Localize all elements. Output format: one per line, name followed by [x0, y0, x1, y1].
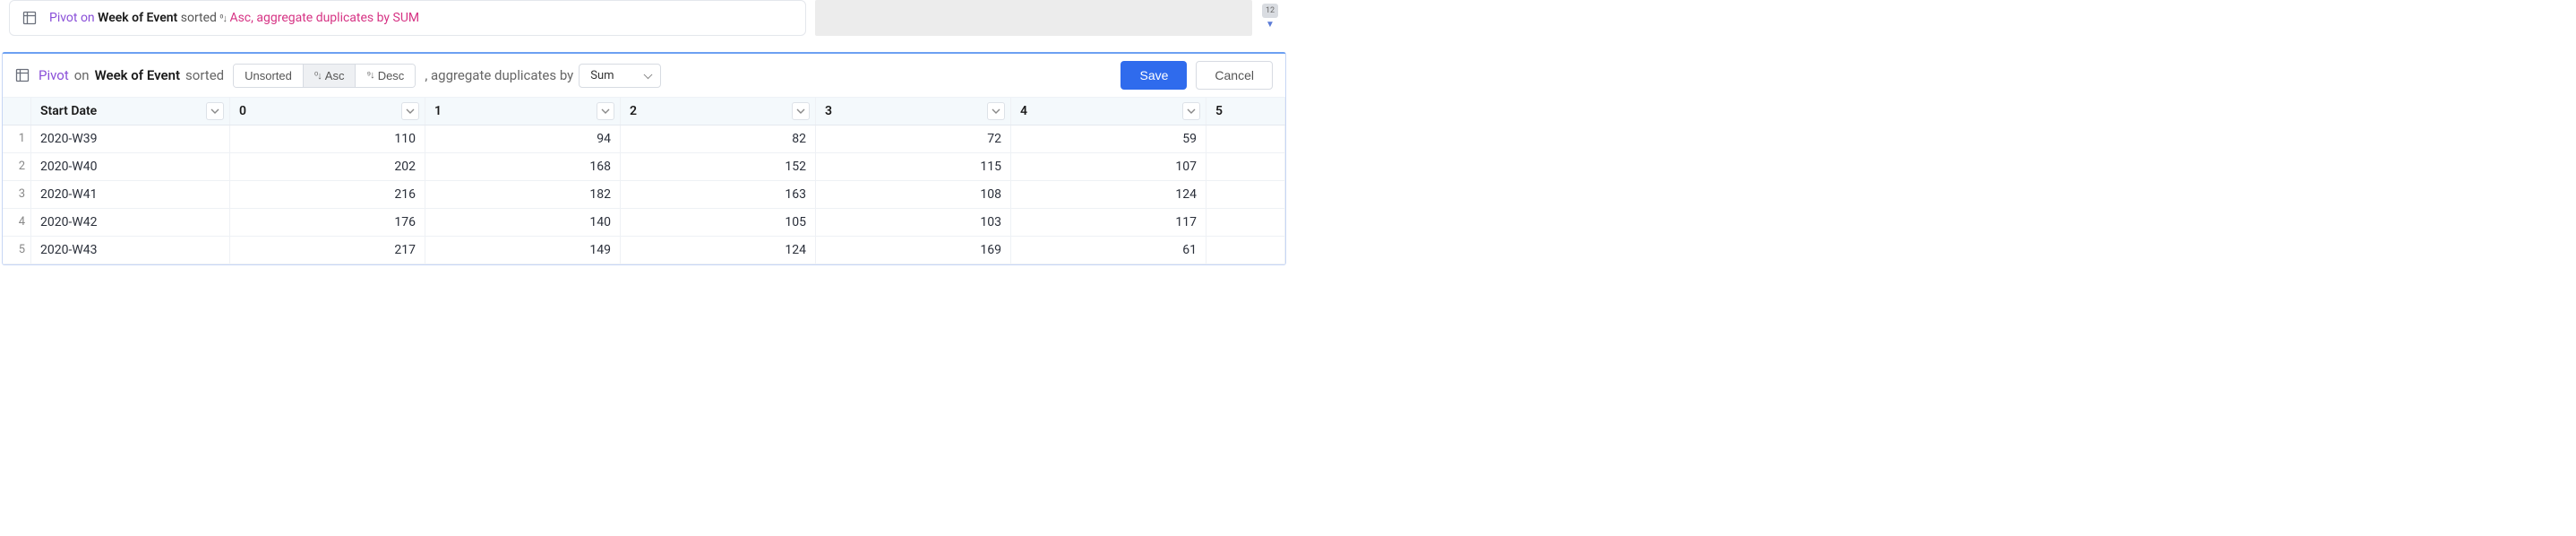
pivot-field-token[interactable]: Week of Event — [95, 67, 180, 83]
sort-asc-icon: ⁰↓ — [219, 13, 227, 24]
pivot-summary-card[interactable]: Pivot on Week of Event sorted ⁰↓ Asc, ag… — [9, 0, 806, 36]
cell-value[interactable]: 124 — [1011, 181, 1206, 208]
cell-value[interactable]: 169 — [816, 237, 1011, 264]
cell-value[interactable]: 217 — [230, 237, 425, 264]
sort-segmented-control: Unsorted ⁰↓ Asc ⁹↓ Desc — [233, 64, 416, 88]
cell-value[interactable]: 149 — [425, 237, 621, 264]
cell-value[interactable]: 115 — [816, 153, 1011, 180]
rownum-cell: 5 — [3, 237, 31, 264]
cell-value[interactable]: 176 — [230, 209, 425, 236]
cell-value[interactable] — [1206, 209, 1285, 236]
count-badge[interactable]: 12 — [1262, 4, 1278, 18]
cancel-button[interactable]: Cancel — [1196, 61, 1273, 90]
cell-value[interactable]: 216 — [230, 181, 425, 208]
col-header-4[interactable]: 4 — [1011, 98, 1206, 125]
sort-asc-icon: ⁰↓ — [314, 70, 322, 82]
cell-start-date[interactable]: 2020-W40 — [31, 153, 230, 180]
rownum-cell: 2 — [3, 153, 31, 180]
cell-value[interactable]: 124 — [621, 237, 816, 264]
rownum-cell: 1 — [3, 125, 31, 152]
preview-placeholder — [815, 0, 1252, 36]
aggregate-label: , aggregate duplicates by — [425, 67, 573, 83]
table-row[interactable]: 42020-W42176140105103117 — [3, 209, 1285, 237]
cell-value[interactable]: 61 — [1011, 237, 1206, 264]
sort-desc-icon: ⁹↓ — [366, 70, 374, 81]
editor-toolbar: Pivot on Week of Event sorted Unsorted ⁰… — [3, 54, 1285, 98]
cell-start-date[interactable]: 2020-W43 — [31, 237, 230, 264]
cell-value[interactable]: 108 — [816, 181, 1011, 208]
chevron-down-icon[interactable] — [206, 102, 224, 120]
aggregate-select[interactable]: Sum — [579, 64, 661, 88]
col-header-1[interactable]: 1 — [425, 98, 621, 125]
sort-unsorted-button[interactable]: Unsorted — [234, 65, 303, 87]
table-row[interactable]: 12020-W3911094827259 — [3, 125, 1285, 153]
cell-value[interactable]: 140 — [425, 209, 621, 236]
cell-value[interactable]: 110 — [230, 125, 425, 152]
cell-value[interactable]: 163 — [621, 181, 816, 208]
cell-value[interactable] — [1206, 125, 1285, 152]
col-header-0[interactable]: 0 — [230, 98, 425, 125]
cell-value[interactable]: 202 — [230, 153, 425, 180]
chevron-down-icon[interactable] — [597, 102, 614, 120]
cell-value[interactable]: 103 — [816, 209, 1011, 236]
rownum-cell: 3 — [3, 181, 31, 208]
rownum-cell: 4 — [3, 209, 31, 236]
cell-value[interactable]: 82 — [621, 125, 816, 152]
cell-value[interactable] — [1206, 181, 1285, 208]
on-keyword: on — [74, 67, 90, 83]
cell-value[interactable]: 105 — [621, 209, 816, 236]
col-header-3[interactable]: 3 — [816, 98, 1011, 125]
sort-desc-button[interactable]: ⁹↓ Desc — [355, 65, 415, 87]
pivot-keyword: Pivot — [39, 67, 69, 83]
chevron-down-icon[interactable] — [1182, 102, 1200, 120]
cell-value[interactable]: 152 — [621, 153, 816, 180]
cell-value[interactable] — [1206, 237, 1285, 264]
pivot-icon — [15, 68, 30, 82]
cell-value[interactable] — [1206, 153, 1285, 180]
cell-start-date[interactable]: 2020-W39 — [31, 125, 230, 152]
chevron-down-icon[interactable] — [792, 102, 810, 120]
cell-value[interactable]: 107 — [1011, 153, 1206, 180]
rownum-header — [3, 98, 31, 125]
cell-value[interactable]: 168 — [425, 153, 621, 180]
pivot-icon — [22, 11, 37, 25]
side-controls: 12 ▼ — [1261, 0, 1279, 30]
col-header-5[interactable]: 5 — [1206, 98, 1285, 125]
table-row[interactable]: 52020-W4321714912416961 — [3, 237, 1285, 264]
expand-caret-icon[interactable]: ▼ — [1266, 20, 1275, 30]
cell-value[interactable]: 117 — [1011, 209, 1206, 236]
col-header-2[interactable]: 2 — [621, 98, 816, 125]
cell-start-date[interactable]: 2020-W42 — [31, 209, 230, 236]
col-header-start-date[interactable]: Start Date — [31, 98, 230, 125]
sorted-keyword: sorted — [185, 67, 224, 83]
pivot-editor-panel: Pivot on Week of Event sorted Unsorted ⁰… — [2, 52, 1286, 265]
cell-value[interactable]: 182 — [425, 181, 621, 208]
table-header-row: Start Date 0 1 2 3 4 — [3, 98, 1285, 125]
table-row[interactable]: 22020-W40202168152115107 — [3, 153, 1285, 181]
chevron-down-icon[interactable] — [401, 102, 419, 120]
cell-start-date[interactable]: 2020-W41 — [31, 181, 230, 208]
cell-value[interactable]: 59 — [1011, 125, 1206, 152]
save-button[interactable]: Save — [1121, 61, 1187, 90]
sort-asc-button[interactable]: ⁰↓ Asc — [303, 65, 356, 87]
table-body: 12020-W391109482725922020-W4020216815211… — [3, 125, 1285, 264]
chevron-down-icon[interactable] — [987, 102, 1005, 120]
table-row[interactable]: 32020-W41216182163108124 — [3, 181, 1285, 209]
cell-value[interactable]: 72 — [816, 125, 1011, 152]
pivot-summary-text: Pivot on Week of Event sorted ⁰↓ Asc, ag… — [49, 11, 419, 25]
data-table: Start Date 0 1 2 3 4 — [3, 98, 1285, 264]
cell-value[interactable]: 94 — [425, 125, 621, 152]
